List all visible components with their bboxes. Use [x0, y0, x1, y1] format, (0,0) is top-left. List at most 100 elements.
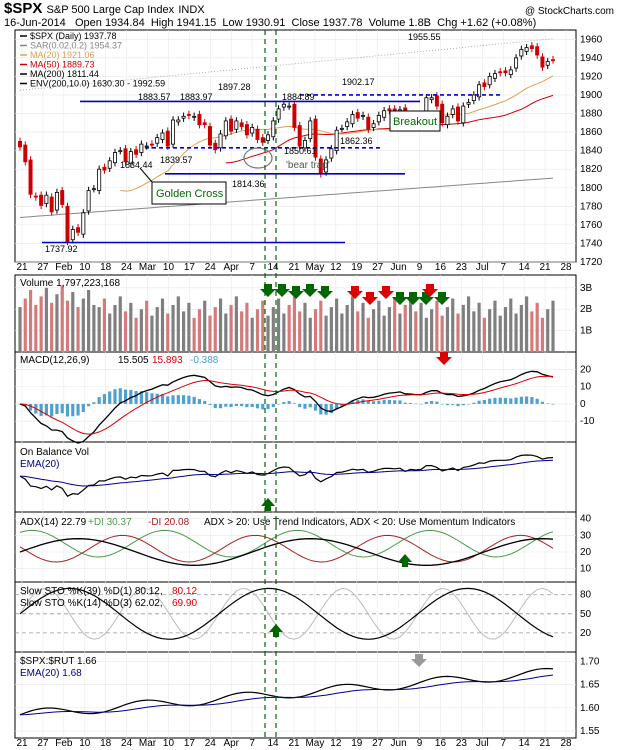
- volume-bar: [213, 307, 217, 352]
- macd-histogram-bar: [60, 403, 64, 414]
- price-label: 1955.55: [408, 32, 441, 42]
- candle-body: [535, 46, 540, 56]
- volume-bar: [171, 304, 175, 352]
- ratio-axis-label: 1.55: [580, 726, 600, 737]
- volume-bar: [92, 304, 96, 352]
- price-axis-label: 1780: [580, 201, 603, 212]
- candle-body: [260, 137, 265, 143]
- sto-axis-label: 20: [580, 628, 592, 639]
- ma50-line: [225, 94, 554, 164]
- volume-bar: [71, 292, 75, 352]
- candle-body: [382, 110, 387, 118]
- volume-bar: [403, 304, 407, 352]
- candle-body: [149, 143, 154, 146]
- macd-histogram-bar: [525, 396, 529, 404]
- macd-line: [19, 370, 554, 444]
- close-label: Close: [291, 17, 320, 29]
- candle-body: [434, 95, 439, 107]
- ratio-ema-label: EMA(20) 1.68: [20, 668, 82, 679]
- candle-body: [339, 127, 344, 130]
- macd-histogram-bar: [477, 400, 481, 404]
- volume-bar: [208, 315, 212, 352]
- x-tick-label: Jun: [391, 738, 407, 749]
- x-tick-label: Jun: [391, 262, 407, 273]
- signal-arrow-down: [347, 286, 363, 299]
- macd-histogram-bar: [55, 403, 59, 415]
- price-label: 1814.36: [232, 179, 265, 189]
- volume-bar: [229, 304, 233, 352]
- macd-histogram-bar: [503, 398, 508, 404]
- candle-body: [128, 151, 133, 165]
- breakout-box: [389, 110, 441, 132]
- candle-body: [482, 82, 487, 88]
- macd-histogram-bar: [414, 403, 418, 405]
- pdi-label: +DI 30.37: [88, 517, 132, 528]
- candle-body: [181, 115, 186, 119]
- volume-bar: [324, 315, 328, 352]
- macd-histogram-bar: [87, 403, 91, 407]
- x-tick-label: Apr: [223, 738, 239, 749]
- macd-histogram-bar: [113, 389, 117, 404]
- candle-body: [102, 166, 107, 171]
- volume-bar: [445, 307, 450, 352]
- candle-body: [292, 103, 297, 128]
- macd-axis-label: 0: [580, 399, 586, 410]
- candle-body: [213, 142, 218, 151]
- signal-arrow-down: [362, 292, 378, 305]
- price-axis-label: 1940: [580, 53, 603, 64]
- signal-arrow-down: [378, 286, 394, 299]
- macd-axis-label: -10: [580, 416, 595, 427]
- candle-body: [287, 105, 292, 108]
- adx-line: [19, 538, 554, 566]
- obv-ema-line: [19, 459, 554, 487]
- volume-bar: [509, 298, 513, 352]
- volume-bar: [277, 298, 281, 352]
- volume-bar: [393, 298, 397, 352]
- sto-axis-label: 80: [580, 590, 592, 601]
- macd-histogram-bar: [118, 388, 122, 404]
- macd-histogram-bar: [182, 395, 186, 404]
- macd-histogram-bar: [139, 391, 143, 404]
- candle-body: [551, 59, 555, 62]
- candle-body: [271, 120, 276, 138]
- candle-body: [366, 116, 371, 130]
- golden-cross-pointer: [139, 167, 153, 183]
- candle-body: [498, 71, 503, 74]
- volume-bar: [408, 296, 413, 352]
- x-tick-label: 9: [417, 738, 423, 749]
- candle-body: [28, 159, 33, 195]
- candle-body: [118, 150, 123, 153]
- volume-bar: [176, 296, 180, 352]
- x-tick-label: 10: [163, 738, 175, 749]
- macd-histogram-bar: [530, 397, 534, 404]
- volume-bar: [335, 298, 339, 352]
- candle-body: [503, 70, 508, 74]
- candle-body: [450, 108, 455, 115]
- volume-bar: [108, 313, 112, 352]
- signal-arrow-down: [274, 284, 290, 297]
- candle-body: [540, 56, 545, 68]
- volume-bar: [145, 300, 149, 352]
- volume-bar: [218, 298, 223, 352]
- close-value: 1937.78: [322, 17, 363, 29]
- macd-histogram-bar: [234, 403, 238, 407]
- macd-panel-frame: [14, 351, 577, 443]
- macd-histogram-bar: [430, 400, 434, 404]
- legend-entry: MA(20) 1921.06: [30, 50, 95, 60]
- candle-body: [229, 118, 234, 132]
- volume-bar: [234, 296, 238, 352]
- macd-axis-label: 20: [580, 364, 592, 375]
- candle-body: [429, 97, 434, 101]
- volume-bar: [134, 317, 138, 352]
- envelope-upper-line: [19, 38, 554, 91]
- candle-body: [361, 114, 366, 117]
- macd-histogram-bar: [546, 403, 550, 404]
- candle-body: [76, 227, 81, 233]
- macd-histogram-bar: [150, 393, 154, 404]
- candle-body: [139, 143, 144, 153]
- x-tick-label: 24: [205, 262, 217, 273]
- volume-bar: [519, 304, 523, 352]
- x-tick-label: Mar: [139, 262, 157, 273]
- volume-bar: [356, 311, 360, 352]
- macd-histogram-bar: [451, 403, 455, 405]
